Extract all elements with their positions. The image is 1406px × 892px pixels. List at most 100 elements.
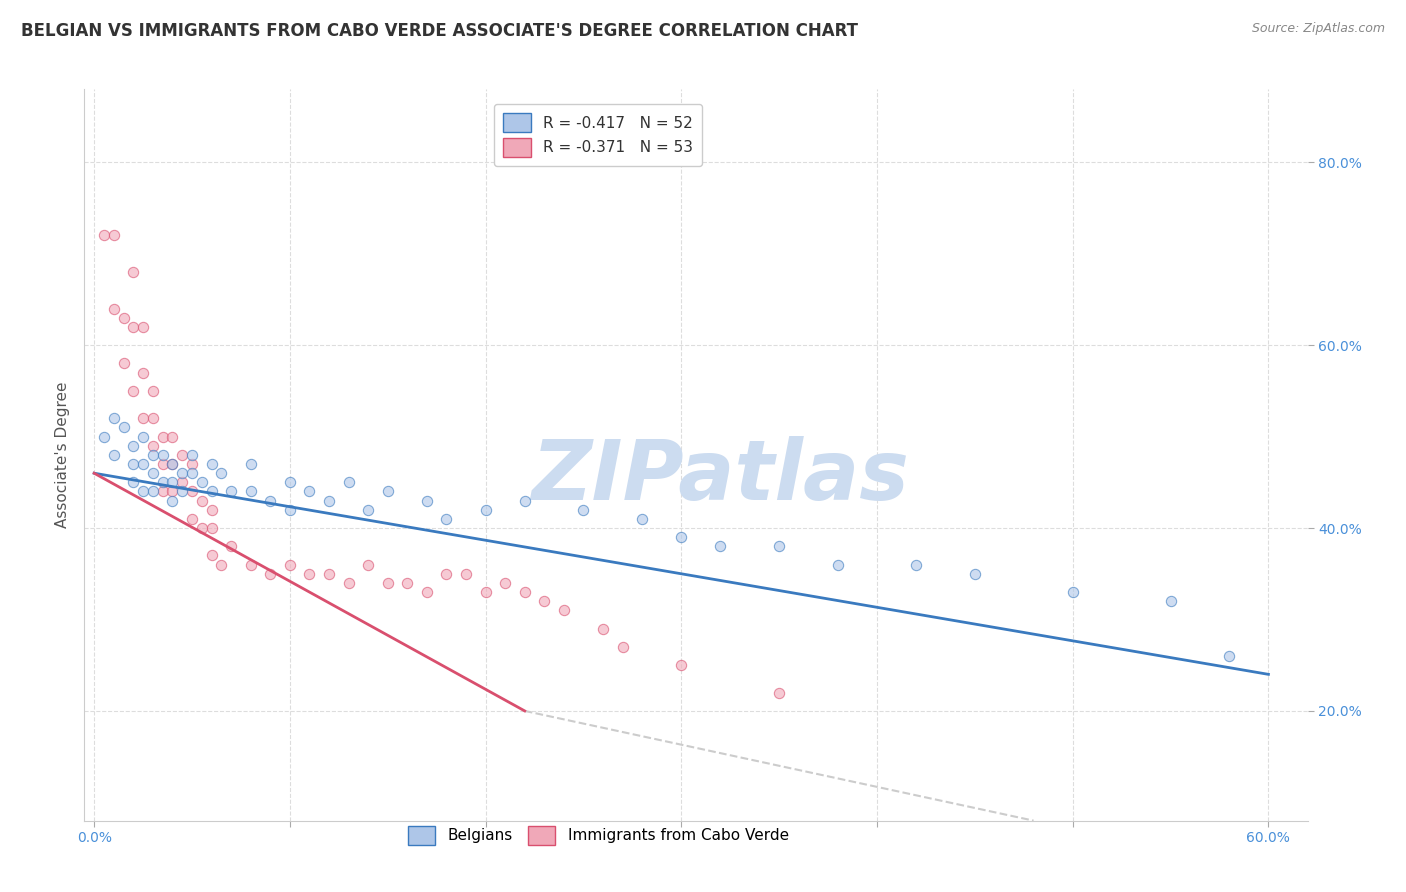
Point [494,576,516,591]
Point [162,457,184,471]
Point [827,558,849,572]
Point [191,493,214,508]
Point [474,585,496,599]
Point [142,466,165,480]
Point [768,539,790,553]
Point [513,493,536,508]
Point [337,475,360,490]
Point [162,457,184,471]
Point [142,439,165,453]
Point [122,384,145,398]
Point [631,512,654,526]
Point [191,475,214,490]
Text: Source: ZipAtlas.com: Source: ZipAtlas.com [1251,22,1385,36]
Point [103,228,125,243]
Point [298,566,321,581]
Point [1062,585,1084,599]
Point [357,503,380,517]
Point [132,411,155,425]
Point [572,503,595,517]
Point [142,384,165,398]
Point [474,503,496,517]
Point [200,549,222,563]
Point [181,448,204,462]
Point [239,457,262,471]
Point [112,420,135,434]
Point [122,320,145,334]
Point [103,448,125,462]
Point [377,576,399,591]
Point [209,558,232,572]
Point [181,466,204,480]
Point [122,457,145,471]
Point [436,512,458,526]
Point [200,457,222,471]
Point [142,448,165,462]
Point [132,366,155,380]
Point [181,484,204,499]
Point [396,576,419,591]
Point [103,411,125,425]
Y-axis label: Associate's Degree: Associate's Degree [55,382,70,528]
Point [337,576,360,591]
Point [162,430,184,444]
Point [112,310,135,325]
Point [200,503,222,517]
Point [671,658,693,673]
Point [181,512,204,526]
Point [318,566,340,581]
Point [122,475,145,490]
Legend: Belgians, Immigrants from Cabo Verde: Belgians, Immigrants from Cabo Verde [395,814,801,857]
Point [592,622,614,636]
Point [142,484,165,499]
Point [513,585,536,599]
Point [172,475,194,490]
Point [219,484,242,499]
Point [200,484,222,499]
Point [93,430,115,444]
Point [553,603,575,617]
Point [132,457,155,471]
Point [278,558,301,572]
Point [152,448,174,462]
Point [239,484,262,499]
Point [454,566,477,581]
Point [200,521,222,535]
Point [416,585,439,599]
Point [122,265,145,279]
Text: ZIPatlas: ZIPatlas [531,436,910,517]
Point [172,484,194,499]
Point [93,228,115,243]
Point [259,493,281,508]
Point [162,475,184,490]
Point [191,521,214,535]
Point [132,320,155,334]
Point [181,457,204,471]
Point [278,503,301,517]
Point [318,493,340,508]
Point [377,484,399,499]
Point [239,558,262,572]
Point [152,457,174,471]
Point [259,566,281,581]
Text: BELGIAN VS IMMIGRANTS FROM CABO VERDE ASSOCIATE'S DEGREE CORRELATION CHART: BELGIAN VS IMMIGRANTS FROM CABO VERDE AS… [21,22,858,40]
Point [152,484,174,499]
Point [416,493,439,508]
Point [671,530,693,544]
Point [709,539,731,553]
Point [162,484,184,499]
Point [768,686,790,700]
Point [357,558,380,572]
Point [533,594,555,608]
Point [112,356,135,371]
Point [172,448,194,462]
Point [132,484,155,499]
Point [219,539,242,553]
Point [122,439,145,453]
Point [436,566,458,581]
Point [209,466,232,480]
Point [905,558,928,572]
Point [152,475,174,490]
Point [1218,649,1240,664]
Point [103,301,125,316]
